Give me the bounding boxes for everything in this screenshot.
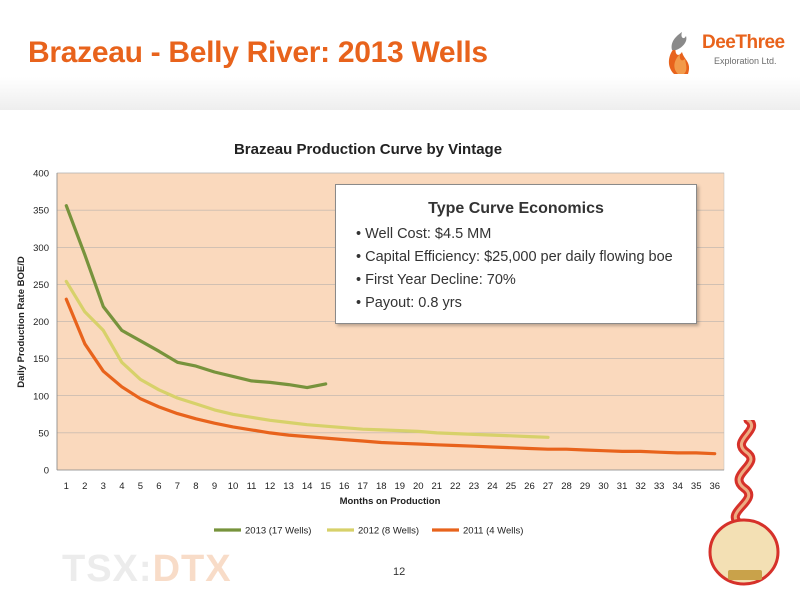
y-tick-label: 100	[33, 391, 49, 402]
y-tick-label: 50	[38, 428, 49, 439]
type-curve-list: • Well Cost: $4.5 MM • Capital Efficienc…	[356, 223, 673, 315]
company-logo: DeeThree Exploration Ltd.	[664, 30, 785, 80]
ticker-symbol: DTX	[152, 548, 232, 590]
x-tick-label: 29	[580, 481, 591, 492]
logo-subtitle: Exploration Ltd.	[714, 56, 777, 66]
x-tick-label: 18	[376, 481, 387, 492]
ticker-prefix: TSX:	[62, 548, 153, 590]
x-tick-label: 9	[212, 481, 217, 492]
x-tick-label: 30	[598, 481, 609, 492]
x-tick-label: 32	[635, 481, 646, 492]
series-line	[64, 297, 717, 456]
x-tick-label: 8	[193, 481, 198, 492]
x-tick-label: 17	[357, 481, 368, 492]
y-tick-labels: 0 50 100 150 200 250 300 350 400	[33, 169, 49, 477]
header-band	[0, 0, 800, 110]
legend-label: 2013 (17 Wells)	[245, 526, 311, 537]
x-tick-label: 27	[543, 481, 554, 492]
x-tick-label: 11	[247, 481, 257, 492]
logo-wordmark: DeeThree	[702, 32, 785, 53]
x-tick-label: 24	[487, 481, 498, 492]
x-tick-label: 20	[413, 481, 424, 492]
y-tick-label: 350	[33, 206, 49, 217]
x-tick-label: 28	[561, 481, 572, 492]
list-item: • Well Cost: $4.5 MM	[356, 226, 492, 242]
y-tick-label: 0	[44, 466, 49, 477]
x-tick-label: 6	[156, 481, 161, 492]
x-tick-label: 35	[691, 481, 702, 492]
x-tick-label: 15	[320, 481, 331, 492]
legend-label: 2011 (4 Wells)	[463, 526, 523, 537]
x-tick-label: 31	[617, 481, 628, 492]
list-item: • Payout: 0.8 yrs	[356, 295, 462, 311]
x-tick-label: 4	[119, 481, 124, 492]
series-line	[64, 204, 328, 390]
x-tick-label: 1	[64, 481, 69, 492]
legend-label: 2012 (8 Wells)	[358, 526, 419, 537]
page-title: Brazeau - Belly River: 2013 Wells	[28, 36, 488, 69]
apple-peel-illustration	[708, 420, 780, 586]
chart-legend: 2013 (17 Wells) 2012 (8 Wells) 2011 (4 Wel…	[214, 526, 523, 537]
x-tick-label: 7	[175, 481, 180, 492]
series-line	[64, 279, 550, 439]
x-tick-label: 10	[228, 481, 239, 492]
x-tick-label: 16	[339, 481, 350, 492]
x-tick-label: 33	[654, 481, 665, 492]
type-curve-box: Type Curve Economics • Well Cost: $4.5 M…	[335, 184, 697, 324]
series-lines	[64, 204, 717, 456]
x-tick-label: 25	[506, 481, 517, 492]
x-tick-label: 21	[432, 481, 443, 492]
y-tick-label: 300	[33, 243, 49, 254]
x-tick-label: 34	[672, 481, 683, 492]
ticker-watermark: TSX:DTX	[62, 548, 232, 591]
x-tick-label: 14	[302, 481, 313, 492]
list-item: • Capital Efficiency: $25,000 per daily …	[356, 249, 673, 265]
x-tick-label: 36	[709, 481, 720, 492]
y-tick-label: 400	[33, 169, 49, 180]
x-tick-label: 3	[101, 481, 106, 492]
y-tick-label: 250	[33, 280, 49, 291]
x-axis-label: Months on Production	[340, 496, 441, 507]
type-curve-title: Type Curve Economics	[428, 200, 604, 217]
x-tick-label: 5	[138, 481, 143, 492]
x-tick-label: 22	[450, 481, 461, 492]
list-item: • First Year Decline: 70%	[356, 272, 516, 288]
page-number: 12	[393, 566, 406, 578]
y-tick-label: 200	[33, 317, 49, 328]
x-tick-label: 26	[524, 481, 535, 492]
y-axis-label: Daily Production Rate BOE/D	[16, 256, 27, 388]
x-tick-labels: 1 2 3 4 5 6 7 8 9 10 11 12 13 14 15 16 17 18 19 20 21 22 23 24 2…	[64, 481, 720, 492]
x-tick-label: 2	[82, 481, 87, 492]
chart-title: Brazeau Production Curve by Vintage	[234, 141, 502, 158]
x-tick-label: 12	[265, 481, 276, 492]
flame-icon	[668, 32, 690, 74]
x-tick-label: 19	[394, 481, 405, 492]
y-tick-label: 150	[33, 354, 49, 365]
x-tick-label: 23	[469, 481, 480, 492]
x-tick-label: 13	[283, 481, 294, 492]
